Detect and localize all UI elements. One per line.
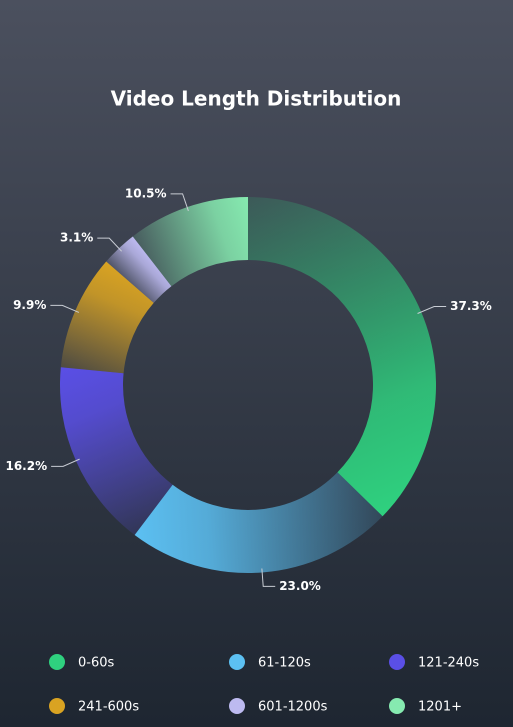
- legend-label: 1201+: [418, 700, 462, 715]
- legend-marker: [229, 654, 245, 670]
- data-label: 10.5%: [125, 186, 167, 200]
- leader-line: [97, 237, 122, 252]
- legend-label: 601-1200s: [258, 700, 328, 715]
- leader-line: [261, 568, 276, 587]
- donut-segment: [59, 367, 173, 535]
- data-label: 23.0%: [279, 579, 321, 593]
- legend-marker: [229, 698, 245, 714]
- data-label: 37.3%: [450, 299, 492, 313]
- leader-line: [50, 304, 80, 313]
- data-label: 9.9%: [13, 298, 46, 312]
- donut-segment: [248, 197, 436, 517]
- chart-title: Video Length Distribution: [111, 87, 402, 111]
- donut-segment: [134, 472, 383, 573]
- leader-line: [51, 458, 80, 467]
- legend-label: 121-240s: [418, 656, 479, 671]
- donut-segment: [132, 197, 248, 287]
- legend-marker: [389, 654, 405, 670]
- leader-line: [170, 193, 189, 212]
- legend-label: 0-60s: [78, 656, 115, 671]
- legend-marker: [389, 698, 405, 714]
- legend-marker: [49, 654, 65, 670]
- data-label: 16.2%: [5, 459, 47, 473]
- legend-label: 241-600s: [78, 700, 139, 715]
- legend-marker: [49, 698, 65, 714]
- donut-segment: [106, 236, 172, 303]
- leader-line: [417, 306, 447, 314]
- data-label: 3.1%: [60, 231, 93, 245]
- donut-segment: [60, 261, 154, 374]
- legend-label: 61-120s: [258, 656, 311, 671]
